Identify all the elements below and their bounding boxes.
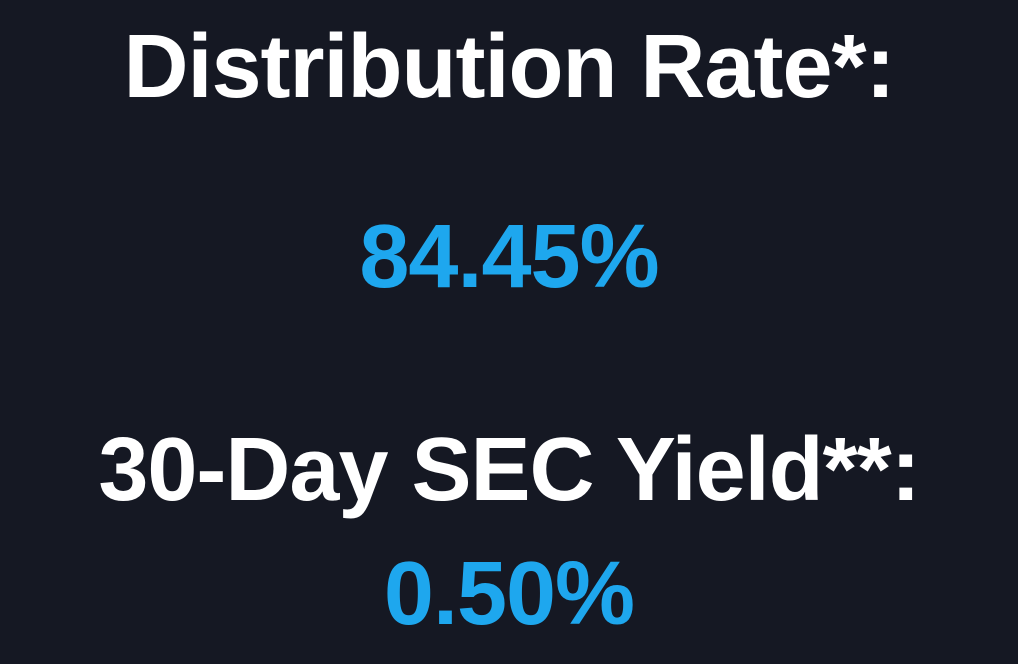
sec-yield-value: 0.50% <box>383 544 635 644</box>
distribution-rate-value: 84.45% <box>359 207 659 307</box>
distribution-rate-label: Distribution Rate*: <box>123 17 895 117</box>
sec-yield-label: 30-Day SEC Yield**: <box>98 420 920 520</box>
